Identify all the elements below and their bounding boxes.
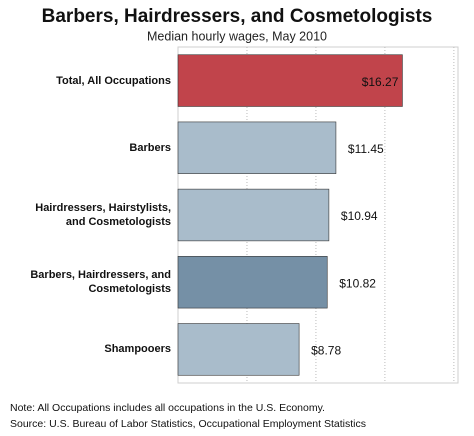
value-label: $10.94 xyxy=(341,209,378,223)
bar xyxy=(177,323,300,376)
value-label: $8.78 xyxy=(311,344,341,358)
bar xyxy=(177,121,337,174)
value-label: $16.27 xyxy=(362,75,399,89)
chart-subtitle: Median hourly wages, May 2010 xyxy=(147,29,327,43)
source: Source: U.S. Bureau of Labor Statistics,… xyxy=(10,418,366,430)
category-label: Shampooers xyxy=(104,343,171,356)
category-label: Total, All Occupations xyxy=(56,74,171,87)
chart-title: Barbers, Hairdressers, and Cosmetologist… xyxy=(42,6,433,27)
value-label: $10.82 xyxy=(339,276,376,290)
category-label: Barbers xyxy=(129,141,171,154)
category-label: Barbers, Hairdressers, and Cosmetologist… xyxy=(30,269,171,296)
bar xyxy=(177,54,403,107)
note: Note: All Occupations includes all occup… xyxy=(10,402,325,414)
bar xyxy=(177,256,328,309)
value-label: $11.45 xyxy=(348,142,384,156)
category-label: Hairdressers, Hairstylists, and Cosmetol… xyxy=(35,202,171,228)
bar xyxy=(177,188,330,242)
